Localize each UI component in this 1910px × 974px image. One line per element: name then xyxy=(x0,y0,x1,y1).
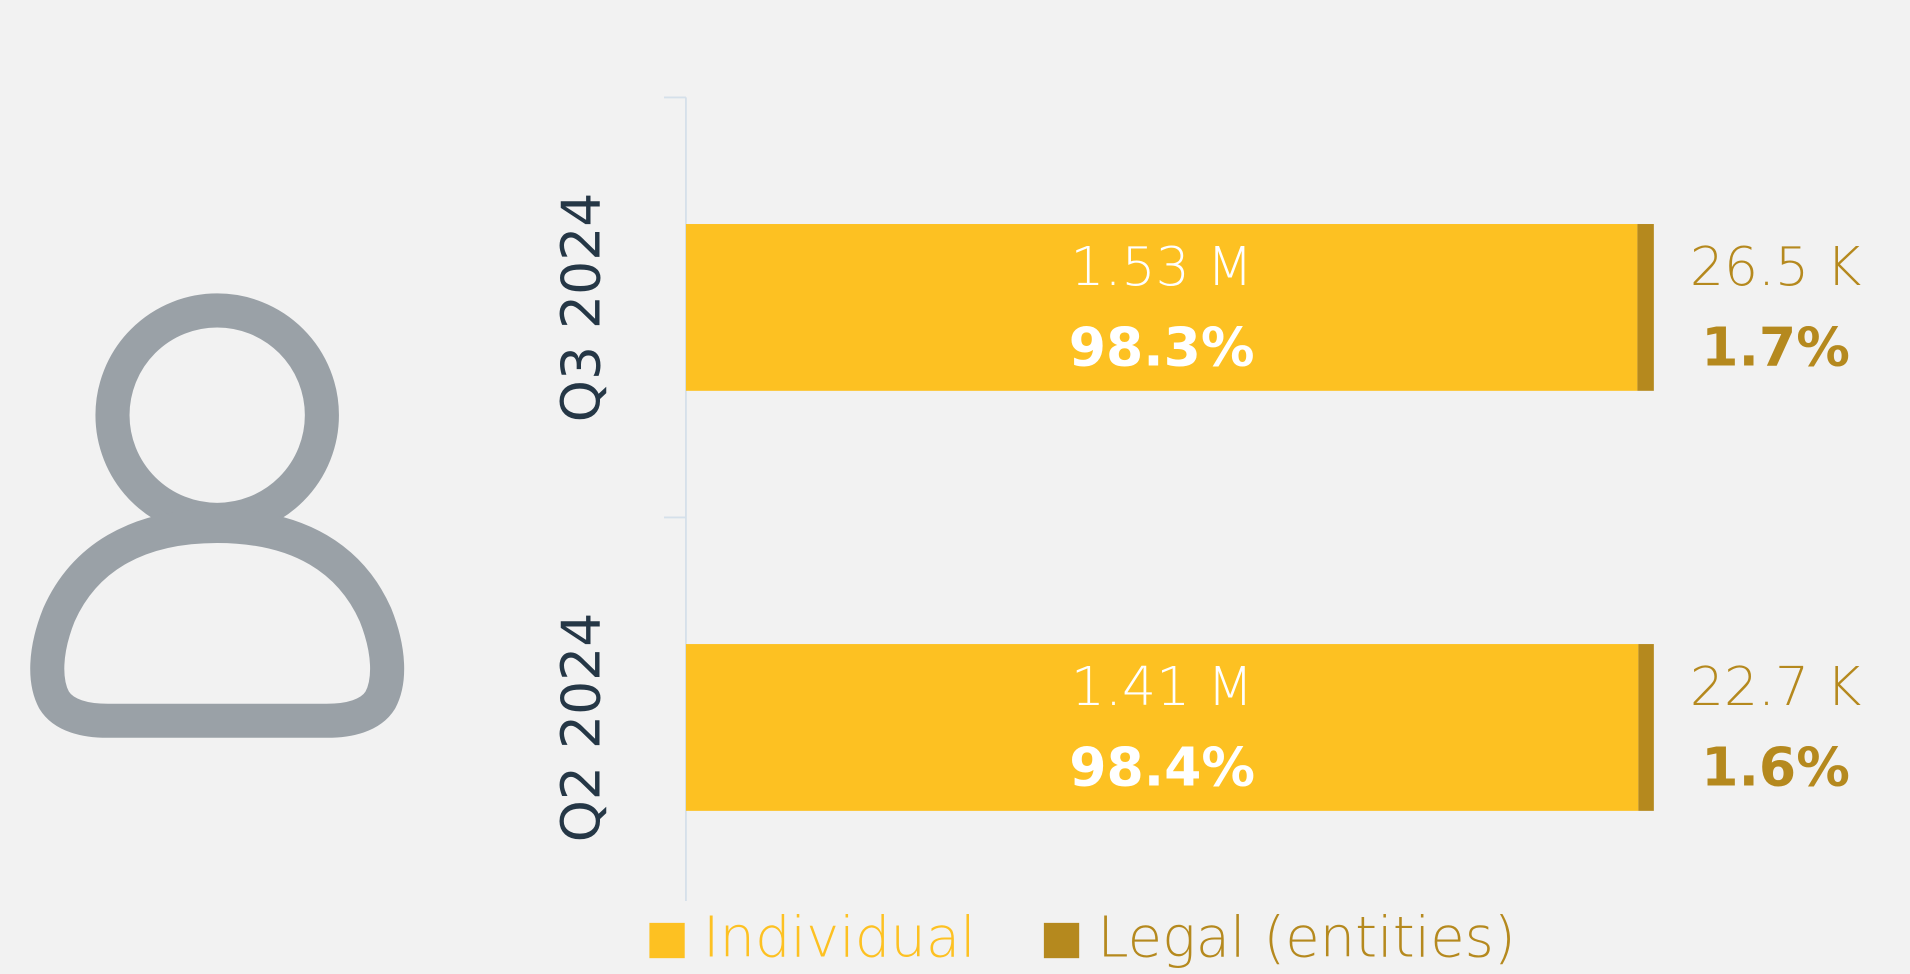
legend-swatch xyxy=(649,922,685,959)
legend-label: Individual xyxy=(703,905,976,970)
value-label: 98.3% xyxy=(1069,315,1255,378)
count-label: 1.53 M xyxy=(1070,235,1253,298)
count-label: 1.41 M xyxy=(1071,655,1253,718)
value-label: 1.7% xyxy=(1701,315,1850,378)
value-label: 1.6% xyxy=(1701,735,1850,798)
category-label: Q3 2024 xyxy=(550,193,613,423)
legend-label: Legal (entities) xyxy=(1097,905,1515,970)
count-label: 22.7 K xyxy=(1690,655,1861,718)
person-icon xyxy=(30,293,405,738)
bar-segment xyxy=(1638,644,1654,811)
count-label: 26.5 K xyxy=(1690,235,1861,298)
bar-segment xyxy=(685,644,1639,811)
category-label: Q2 2024 xyxy=(550,613,613,843)
bar-segment xyxy=(1637,224,1654,391)
value-label: 98.4% xyxy=(1069,735,1255,798)
bar-segment xyxy=(685,224,1638,391)
legend-swatch xyxy=(1043,922,1080,959)
